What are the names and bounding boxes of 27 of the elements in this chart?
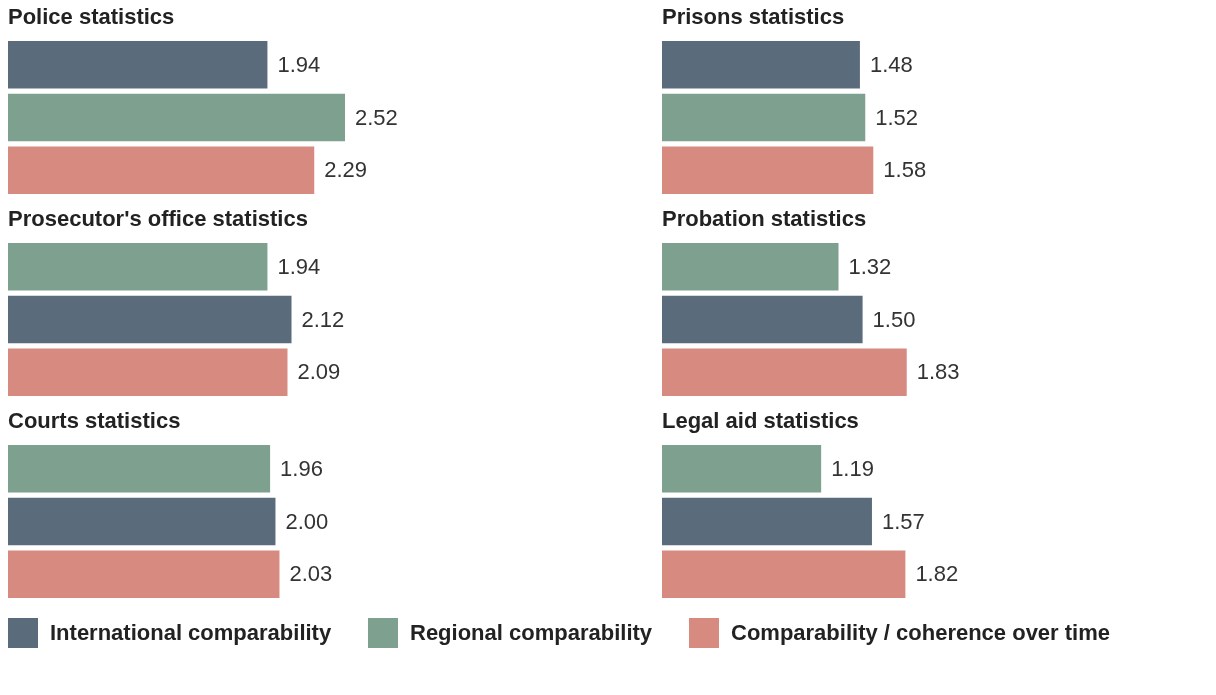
data-label: 2.00 [285, 508, 329, 534]
data-label: 2.52 [355, 104, 398, 130]
data-label: 1.48 [869, 51, 913, 77]
data-label: 1.83 [916, 359, 960, 385]
data-label: 1.96 [280, 455, 323, 481]
data-label: 2.03 [289, 561, 333, 587]
data-label: 1.94 [277, 51, 321, 77]
data-label: 1.50 [872, 306, 916, 332]
chart-title: Police statistics [8, 4, 175, 29]
legend-label: Comparability / coherence over time [731, 620, 1111, 645]
chart-title: Legal aid statistics [662, 408, 859, 433]
data-label: 1.19 [831, 455, 874, 481]
chart-title: Probation statistics [662, 206, 867, 231]
legend-label: Regional comparability [410, 620, 653, 645]
data-label: 1.94 [277, 253, 321, 279]
data-label: 1.57 [881, 508, 925, 534]
data-label: 1.58 [883, 157, 927, 183]
data-label: 2.12 [301, 306, 345, 332]
chart-title: Prosecutor's office statistics [8, 206, 308, 231]
chart-title: Courts statistics [8, 408, 181, 433]
data-label: 1.82 [915, 561, 959, 587]
data-label: 1.52 [875, 104, 919, 130]
chart-title: Prisons statistics [662, 4, 845, 29]
data-label: 1.32 [848, 253, 892, 279]
legend-label: International comparability [50, 620, 332, 645]
data-label: 2.29 [324, 157, 368, 183]
data-label: 2.09 [297, 359, 341, 385]
